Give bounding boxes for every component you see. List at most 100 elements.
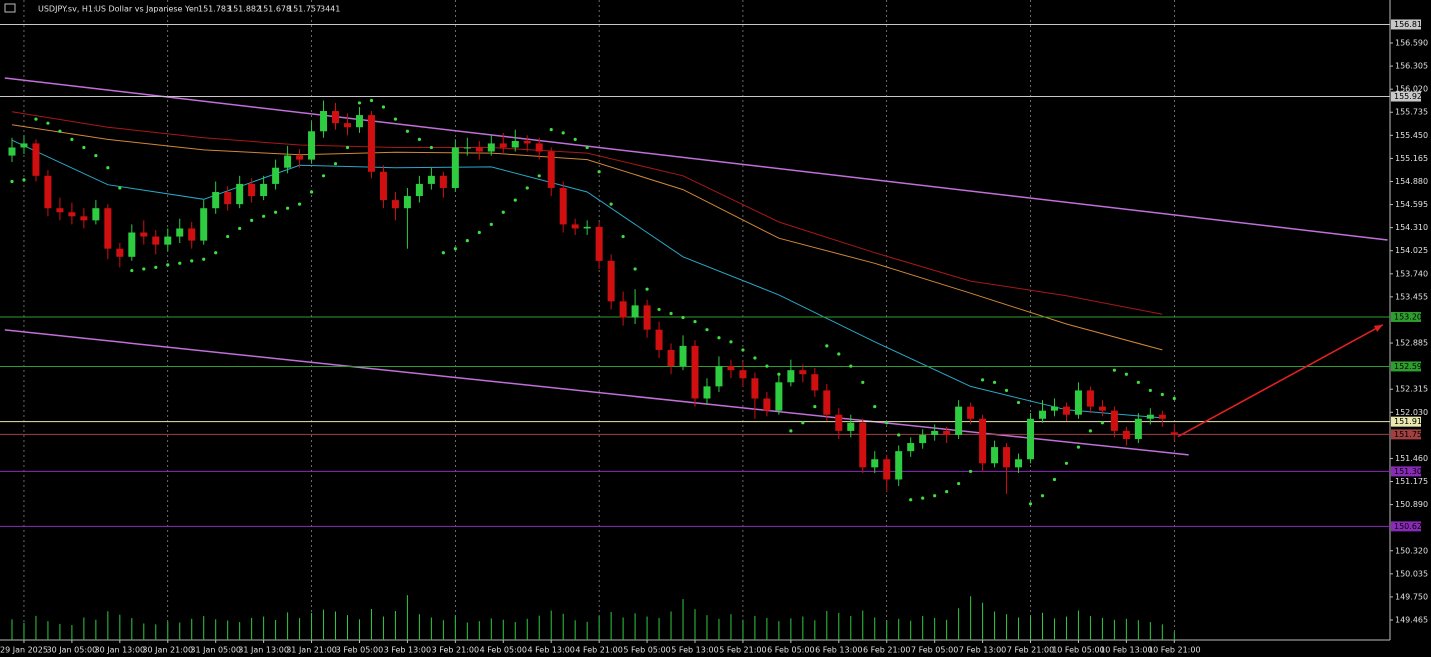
candle-body [847,422,855,431]
x-tick-label: 30 Jan 21:00 [142,646,193,655]
candle-body [631,305,639,318]
candle-body [703,386,711,399]
sar-dot [250,218,254,222]
sar-dot [933,494,937,498]
x-tick-label: 5 Feb 05:00 [623,646,670,655]
sar-dot [214,251,218,255]
arrow-head [1373,324,1383,332]
candle-body [415,183,423,197]
y-tick-label: 154.310 [1395,223,1428,232]
y-tick-label: 151.175 [1395,477,1428,486]
candle-body [379,171,387,201]
candle-body [535,143,543,152]
x-tick-label: 5 Feb 13:00 [671,646,718,655]
x-tick-label: 7 Feb 13:00 [959,646,1006,655]
candle-body [427,175,435,184]
candle-body [1098,406,1106,411]
sar-dot [309,190,314,194]
candle-body [955,406,963,435]
candle-body [919,434,927,444]
x-tick-label: 30 Jan 05:00 [47,646,98,655]
candle-body [152,236,160,245]
sar-dot [741,348,745,352]
candle-body [451,147,459,188]
moving-average [11,111,1163,315]
sar-dot [262,214,266,218]
sar-dot [633,267,637,271]
price-level-box [1391,429,1421,440]
sar-dot [717,336,721,340]
sar-dot [705,328,709,332]
candle-body [344,123,351,128]
candle-body [1062,406,1070,415]
y-tick-label: 150.890 [1395,500,1428,509]
sar-dot [238,226,242,231]
sar-dot [837,352,841,356]
sar-dot [969,469,973,473]
candle-body [871,459,879,468]
sar-dot [669,311,673,316]
sar-dot [1124,372,1128,376]
candle-body [92,208,100,221]
sar-dot [477,230,481,235]
candle-body [979,418,987,464]
sar-dot [777,372,781,376]
candle-body [931,430,939,435]
candle-body [499,143,507,148]
sar-dot [1016,400,1021,405]
x-tick-label: 31 Jan 21:00 [286,646,337,655]
x-tick-label: 7 Feb 05:00 [911,646,958,655]
sar-dot [142,267,146,271]
y-tick-label: 155.735 [1395,108,1428,117]
sar-dot [573,137,577,141]
sar-dot [190,259,194,263]
sar-dot [70,137,74,141]
sar-dot [1172,396,1176,401]
sar-dot [10,179,14,184]
candle-body [439,175,447,188]
sar-dot [957,481,961,486]
sar-dot [1136,380,1140,384]
candle-body [859,422,867,468]
candle-body [883,459,891,480]
sar-dot [549,128,553,132]
sar-dot [297,202,302,206]
candle-body [1146,414,1154,419]
candle-body [403,196,411,209]
price-level-label: 151.914 [1394,417,1427,426]
candle-body [1134,418,1142,440]
sar-dot [489,222,493,227]
sar-dot [1064,461,1069,465]
x-tick-label: 7 Feb 21:00 [1007,646,1054,655]
candle-body [188,228,196,241]
price-level-label: 150.621 [1394,522,1427,531]
sar-dot [22,178,26,182]
candle-body [607,260,615,302]
candle-body [595,226,603,261]
candle-body [176,228,184,237]
sar-dot [801,421,805,425]
moving-average [11,124,1163,351]
sar-dot [429,145,433,150]
candle-body [44,175,52,209]
sar-dot [417,137,421,141]
y-tick-label: 152.030 [1395,408,1428,417]
candle-body [248,183,256,197]
candle-body [559,187,567,225]
y-tick-label: 149.465 [1395,615,1428,624]
candle-body [1086,390,1094,407]
x-tick-label: 31 Jan 05:00 [190,646,241,655]
sar-dot [118,186,122,190]
x-tick-label: 3 Feb 05:00 [336,646,383,655]
price-level-label: 156.819 [1394,20,1427,29]
sar-dot [681,315,685,320]
candle-body [1015,459,1023,468]
sar-dot [1148,388,1152,393]
candle-body [224,192,232,205]
sar-dot [693,319,697,324]
sar-dot [585,145,589,150]
sar-dot [992,380,997,384]
sar-dot [753,356,757,360]
x-tick-label: 6 Feb 05:00 [767,646,814,655]
y-tick-label: 154.595 [1395,200,1428,209]
